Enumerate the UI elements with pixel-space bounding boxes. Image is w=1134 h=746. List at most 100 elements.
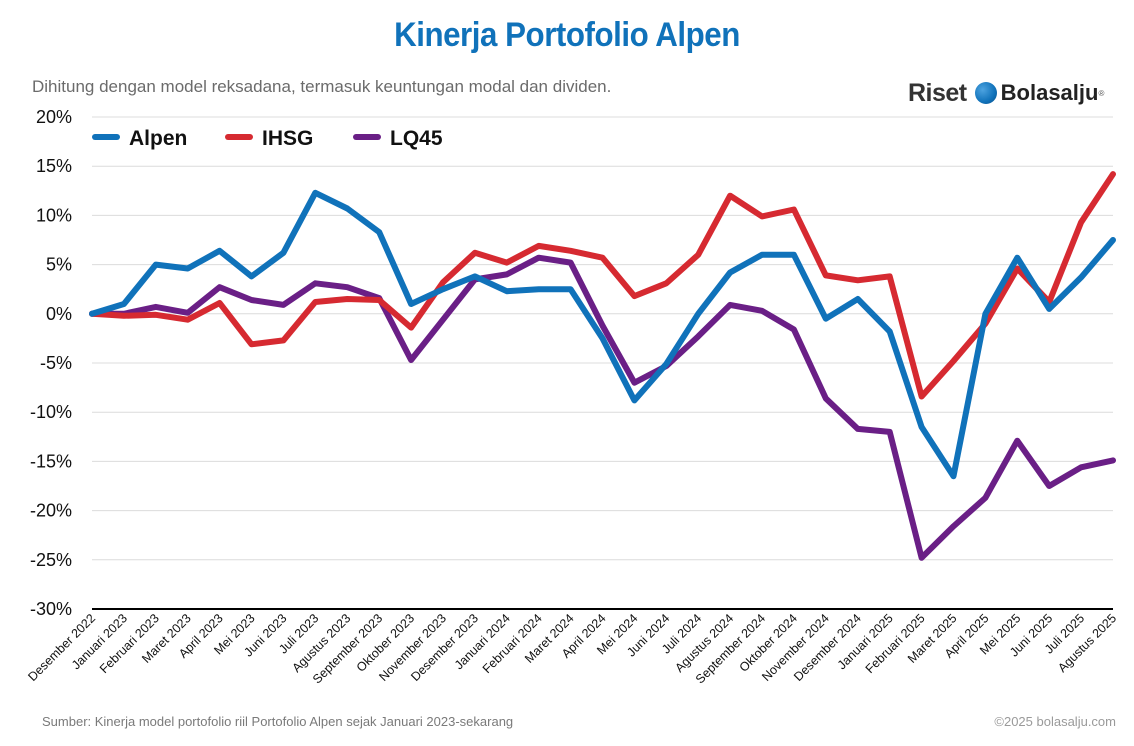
data-point-ihsg xyxy=(919,393,925,399)
data-point-alpen xyxy=(663,361,669,367)
data-point-alpen xyxy=(249,273,255,279)
data-point-lq45 xyxy=(727,302,733,308)
data-point-ihsg xyxy=(536,243,542,249)
data-point-alpen xyxy=(504,288,510,294)
y-tick-label: 0% xyxy=(46,304,72,324)
data-point-lq45 xyxy=(217,284,223,290)
y-tick-label: -5% xyxy=(40,353,72,373)
data-point-ihsg xyxy=(791,206,797,212)
data-point-ihsg xyxy=(759,213,765,219)
data-point-lq45 xyxy=(185,310,191,316)
data-point-lq45 xyxy=(919,555,925,561)
data-point-ihsg xyxy=(472,250,478,256)
data-point-ihsg xyxy=(217,300,223,306)
y-tick-label: 20% xyxy=(36,107,72,127)
data-point-alpen xyxy=(472,273,478,279)
data-point-ihsg xyxy=(344,296,350,302)
y-tick-label: 15% xyxy=(36,156,72,176)
data-point-ihsg xyxy=(727,193,733,199)
data-point-lq45 xyxy=(887,429,893,435)
data-point-alpen xyxy=(791,252,797,258)
data-point-ihsg xyxy=(631,293,637,299)
snowball-icon xyxy=(974,82,997,104)
data-point-ihsg xyxy=(504,260,510,266)
data-point-ihsg xyxy=(855,277,861,283)
data-point-alpen xyxy=(1046,306,1052,312)
data-point-lq45 xyxy=(631,380,637,386)
data-point-lq45 xyxy=(280,302,286,308)
legend-label-alpen: Alpen xyxy=(129,127,187,150)
data-point-alpen xyxy=(695,311,701,317)
data-point-lq45 xyxy=(1014,438,1020,444)
data-point-lq45 xyxy=(695,333,701,339)
data-point-alpen xyxy=(89,311,95,317)
y-tick-label: -25% xyxy=(30,550,72,570)
data-point-alpen xyxy=(344,206,350,212)
data-point-lq45 xyxy=(536,255,542,261)
data-point-ihsg xyxy=(280,337,286,343)
data-point-alpen xyxy=(568,286,574,292)
data-point-alpen xyxy=(823,316,829,322)
data-point-ihsg xyxy=(568,248,574,254)
data-point-lq45 xyxy=(982,495,988,501)
y-tick-label: -20% xyxy=(30,501,72,521)
data-point-lq45 xyxy=(440,317,446,323)
data-point-lq45 xyxy=(312,280,318,286)
y-tick-label: -10% xyxy=(30,402,72,422)
y-tick-label: -15% xyxy=(30,451,72,471)
data-point-alpen xyxy=(440,286,446,292)
data-point-alpen xyxy=(1110,237,1116,243)
data-point-ihsg xyxy=(185,317,191,323)
data-point-alpen xyxy=(600,335,605,341)
brand-logo: Riset Bolasalju ® xyxy=(908,76,1104,110)
registered-mark: ® xyxy=(1098,88,1105,98)
brand-name-text: Bolasalju xyxy=(1000,80,1099,105)
data-point-ihsg xyxy=(312,299,318,305)
chart-subtitle: Dihitung dengan model reksadana, termasu… xyxy=(32,77,612,96)
data-point-lq45 xyxy=(568,260,574,266)
data-point-alpen xyxy=(408,301,414,307)
data-point-ihsg xyxy=(376,297,382,303)
data-point-alpen xyxy=(1078,274,1084,280)
series-line-lq45 xyxy=(89,254,1116,561)
data-point-lq45 xyxy=(1078,464,1084,470)
data-point-alpen xyxy=(919,424,925,430)
brand-riset-text: Riset xyxy=(908,78,967,107)
data-point-lq45 xyxy=(950,523,956,529)
legend-label-ihsg: IHSG xyxy=(262,127,313,150)
data-point-ihsg xyxy=(887,273,893,279)
data-point-lq45 xyxy=(1110,457,1116,463)
data-point-alpen xyxy=(887,329,893,335)
data-point-alpen xyxy=(121,301,127,307)
data-point-ihsg xyxy=(1078,219,1084,225)
data-point-alpen xyxy=(312,190,318,196)
data-point-ihsg xyxy=(600,255,605,261)
data-point-ihsg xyxy=(440,279,446,285)
data-point-ihsg xyxy=(153,312,159,318)
data-point-lq45 xyxy=(600,323,605,329)
data-point-alpen xyxy=(153,262,159,268)
data-point-alpen xyxy=(1014,255,1020,261)
data-point-lq45 xyxy=(759,308,765,314)
data-point-ihsg xyxy=(249,341,255,347)
y-tick-label: -30% xyxy=(30,599,72,619)
data-point-alpen xyxy=(855,296,861,302)
y-tick-label: 5% xyxy=(46,255,72,275)
data-point-ihsg xyxy=(121,313,127,319)
data-point-lq45 xyxy=(153,304,159,310)
y-tick-label: 10% xyxy=(36,205,72,225)
legend-label-lq45: LQ45 xyxy=(390,127,443,150)
data-point-lq45 xyxy=(855,426,861,432)
data-point-alpen xyxy=(950,473,956,479)
source-note: Sumber: Kinerja model portofolio riil Po… xyxy=(42,714,514,729)
data-point-ihsg xyxy=(950,358,956,364)
data-point-lq45 xyxy=(408,357,414,363)
data-point-lq45 xyxy=(344,284,350,290)
data-point-lq45 xyxy=(1046,483,1052,489)
data-point-alpen xyxy=(727,269,733,275)
data-point-alpen xyxy=(536,286,542,292)
data-point-ihsg xyxy=(695,252,701,258)
data-point-alpen xyxy=(982,311,988,317)
data-point-alpen xyxy=(280,250,286,256)
